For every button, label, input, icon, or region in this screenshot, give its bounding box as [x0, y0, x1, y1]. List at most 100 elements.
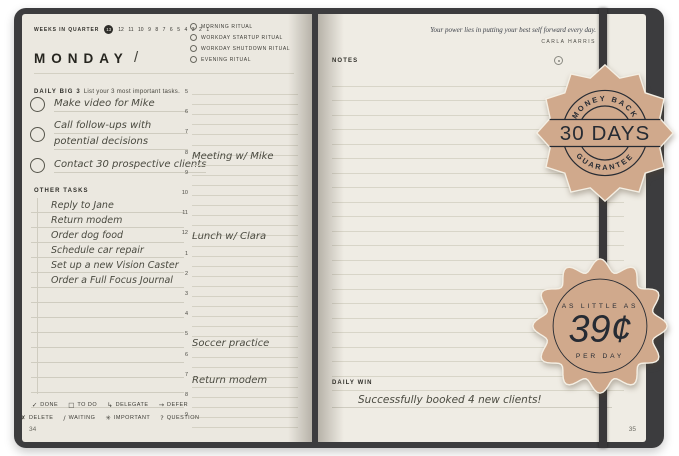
- other-task-line: Order dog food: [31, 228, 184, 243]
- quote-text: Your power lies in putting your best sel…: [430, 26, 596, 34]
- schedule-hour-label: 9: [184, 169, 188, 176]
- schedule-ruled-line: [192, 134, 298, 136]
- schedule-ruled-line: [192, 225, 298, 227]
- quote-author: CARLA HARRIS: [541, 39, 596, 45]
- notes-ruled-line: [332, 362, 624, 377]
- task-handwriting-line: Make video for Mike: [54, 96, 188, 112]
- notes-ruled-line: [332, 159, 624, 174]
- task-lines: Make video for Mike: [54, 96, 188, 112]
- header-divider: [34, 73, 294, 74]
- seal-circle-ornaments: [549, 89, 661, 177]
- task-handwriting-line: Contact 30 prospective clients: [54, 157, 207, 173]
- daily-quote: Your power lies in putting your best sel…: [430, 26, 596, 45]
- other-task-line: Return modem: [31, 213, 184, 228]
- schedule-ruled-line: [192, 356, 298, 358]
- schedule-hour-label: 6: [184, 351, 188, 358]
- legend-symbol-icon: ✳: [105, 414, 112, 422]
- ritual-label: MORNING RITUAL: [201, 23, 253, 30]
- ritual-checkbox-circle: [190, 45, 197, 52]
- legend-item: / WAITING: [63, 414, 95, 422]
- legend-symbol-icon: ✓: [31, 401, 38, 409]
- notes-ruled-line: [332, 87, 624, 101]
- ritual-item: WORKDAY SHUTDOWN RITUAL: [190, 45, 290, 52]
- task-lines: Contact 30 prospective clients: [54, 157, 207, 173]
- schedule-ruled-line: [192, 407, 298, 409]
- week-number: 10: [138, 26, 144, 33]
- legend-item: ✳ IMPORTANT: [105, 414, 150, 422]
- big3-task: Contact 30 prospective clients: [30, 157, 207, 173]
- schedule-hour-label: 5: [184, 331, 188, 338]
- task-checkbox-circle: [30, 96, 45, 112]
- legend-symbol-icon: /: [63, 414, 67, 422]
- other-task-line: Schedule car repair: [31, 243, 184, 258]
- schedule-ruled-line: [192, 397, 298, 398]
- schedule-ruled-line: [192, 235, 298, 237]
- schedule-ruled-line: [192, 164, 298, 166]
- notes-ruled-line: [332, 261, 624, 275]
- notes-ruled-line: [332, 188, 624, 203]
- notes-ruled-line: [332, 203, 624, 217]
- schedule-ruled-line: [192, 306, 298, 308]
- legend-row: ✗ DELETE / WAITING ✳ IMPORTANT? QUESTION: [21, 414, 199, 422]
- schedule-hour-label: 1: [184, 250, 188, 257]
- schedule-hour-label: 3: [184, 291, 188, 297]
- rituals-checklist: MORNING RITUAL WORKDAY STARTUP RITUAL WORK…: [190, 23, 290, 67]
- schedule-ruled-line: [192, 336, 298, 338]
- badge-price-text: 39¢: [568, 308, 631, 350]
- starburst-seal-shape: [535, 63, 675, 203]
- schedule-ruled-line: [192, 346, 298, 348]
- schedule-ruled-line: [192, 275, 298, 277]
- symbol-column-divider: [37, 198, 38, 394]
- week-number: 12: [118, 26, 124, 33]
- notes-ruled-lines: [332, 72, 624, 391]
- other-task-line: [31, 333, 184, 348]
- badge-center-text: 30 DAYS: [560, 122, 651, 145]
- elastic-band: [599, 8, 607, 448]
- legend-symbol-icon: ?: [160, 414, 165, 422]
- schedule-hour-label: 7: [184, 129, 188, 136]
- other-task-handwriting: Reply to Jane: [51, 200, 114, 211]
- day-title: MONDAY: [34, 51, 129, 66]
- other-task-handwriting: Order a Full Focus Journal: [51, 275, 173, 286]
- circled-dot-center: [557, 59, 560, 62]
- ritual-checkbox-circle: [190, 56, 197, 63]
- legend-row: ✓ DONE □ TO DO ↳ DELEGATE → DEFER: [30, 401, 190, 409]
- schedule-ruled-line: [192, 144, 298, 146]
- schedule-ruled-line: [192, 386, 298, 388]
- week-number: 11: [128, 26, 134, 33]
- schedule-ruled-line: [192, 417, 298, 419]
- daily-big3-header: DAILY BIG 3 List your 3 most important ta…: [34, 80, 180, 98]
- schedule-ruled-line: [192, 195, 298, 196]
- schedule-handwriting-entry: Soccer practice: [192, 338, 270, 350]
- circled-dot-icon: [554, 56, 563, 65]
- notes-ruled-line: [332, 101, 624, 116]
- schedule-ruled-line: [192, 326, 298, 328]
- big3-task: Call follow-ups with potential decisions: [30, 118, 188, 150]
- other-task-line: Reply to Jane: [31, 198, 184, 213]
- ritual-item: EVENING RITUAL: [190, 56, 290, 63]
- week-number: 9: [148, 26, 151, 33]
- daily-big3-tasks: Make video for Mike Call follow-ups with p…: [30, 96, 207, 179]
- other-task-line: Order a Full Focus Journal: [31, 273, 184, 288]
- schedule-hour-label: 9: [184, 412, 188, 419]
- schedule-hour-label: 2: [184, 270, 188, 277]
- notes-ruled-line: [332, 116, 624, 130]
- starburst-seal: MONEY BACK 30 DAYS GUARANTEE: [535, 63, 675, 203]
- notes-ruled-line: [332, 290, 624, 304]
- schedule-ruled-line: [192, 296, 298, 297]
- weeks-in-quarter: WEEKS IN QUARTER 13 12 11 10 9 8 7 6 5 4 3 2 1: [34, 25, 209, 34]
- task-handwriting-line: Call follow-ups with: [54, 118, 188, 134]
- legend-symbol-icon: ✗: [20, 414, 27, 422]
- schedule-hour-label: 10: [181, 190, 188, 196]
- week-number: 7: [162, 26, 166, 33]
- badge-as-little-as-text: AS LITTLE AS: [562, 303, 638, 310]
- notes-ruled-line: [332, 377, 624, 391]
- schedule-handwriting-entry: Return modem: [192, 374, 268, 386]
- notes-label: NOTES: [332, 58, 359, 64]
- other-task-handwriting: Set up a new Vision Caster: [51, 260, 179, 271]
- schedule-ruled-line: [192, 104, 298, 106]
- schedule-ruled-line: [192, 316, 298, 318]
- ritual-item: MORNING RITUAL: [190, 23, 290, 30]
- ritual-item: WORKDAY STARTUP RITUAL: [190, 34, 290, 41]
- schedule-hour-label: 4: [184, 311, 188, 318]
